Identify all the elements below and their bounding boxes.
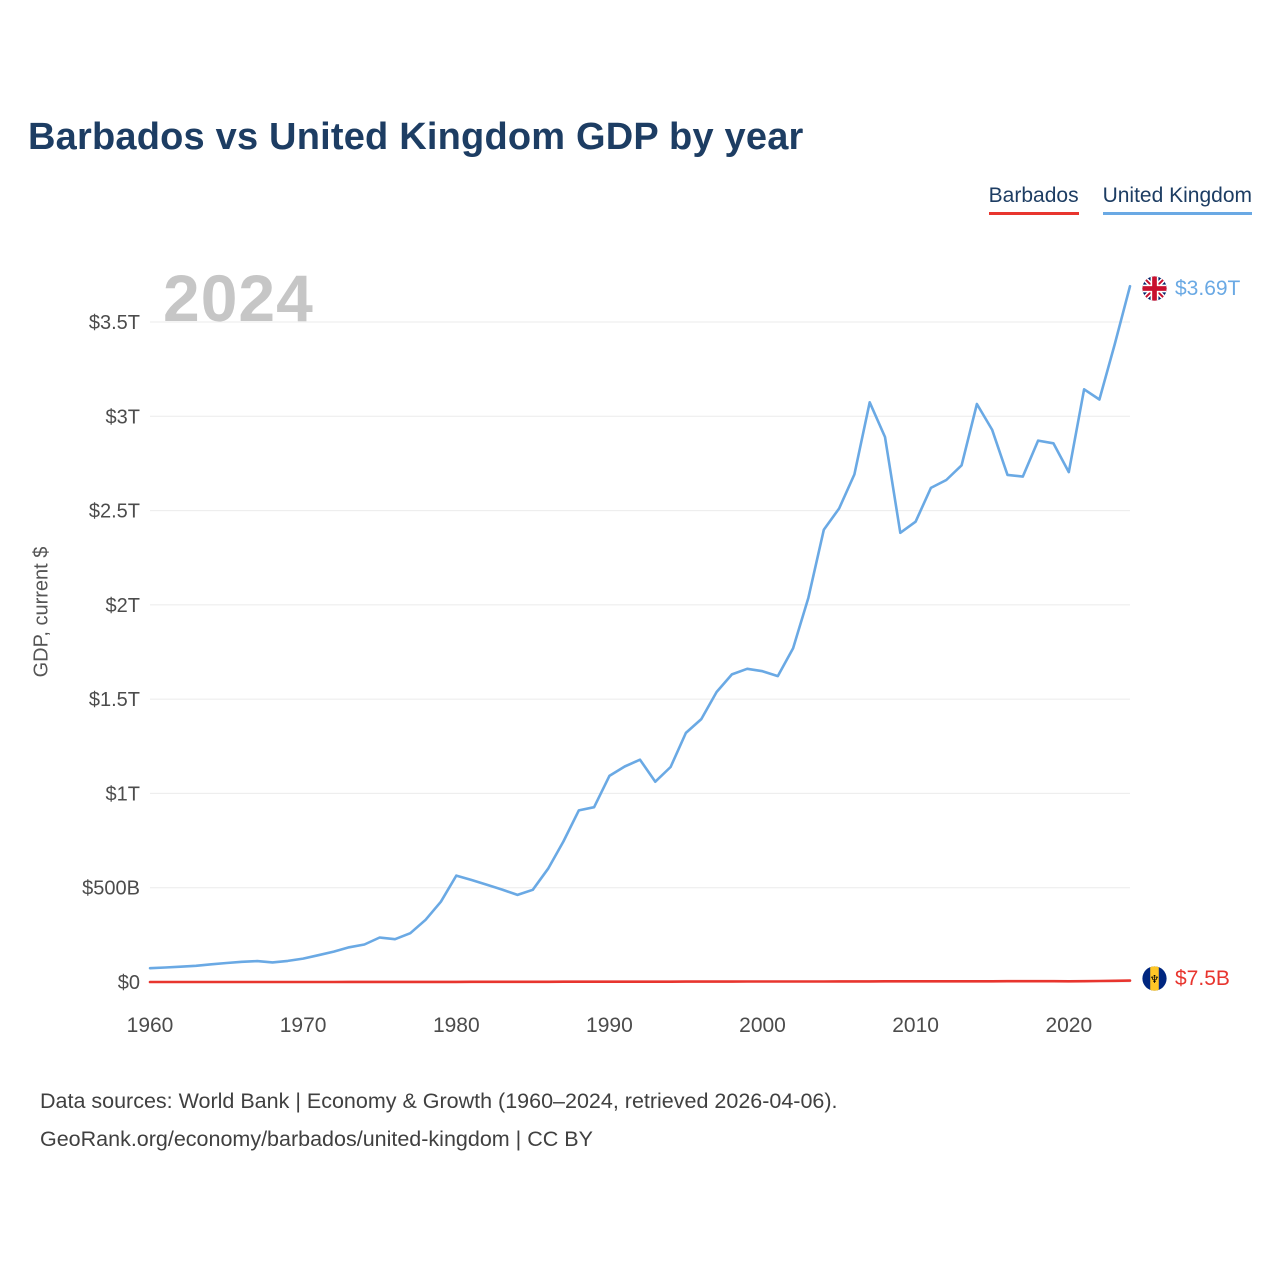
y-tick-label: $500B xyxy=(82,878,140,900)
legend-item-barbados[interactable]: Barbados xyxy=(988,184,1079,215)
x-tick-label: 1980 xyxy=(433,1014,480,1037)
legend-item-united-kingdom[interactable]: United Kingdom xyxy=(1102,184,1252,215)
barbados-flag-icon: ♆ xyxy=(1142,966,1167,991)
footer: Data sources: World Bank | Economy & Gro… xyxy=(40,1082,838,1158)
y-tick-label: $3T xyxy=(106,406,140,428)
x-tick-label: 1990 xyxy=(586,1014,633,1037)
uk-end-label: $3.69T xyxy=(1142,276,1240,301)
year-watermark: 2024 xyxy=(163,261,314,335)
uk-end-value: $3.69T xyxy=(1175,276,1241,300)
barbados-end-value: $7.5B xyxy=(1175,966,1230,990)
united-kingdom-line[interactable] xyxy=(148,284,1132,970)
svg-text:♆: ♆ xyxy=(1150,973,1160,986)
footer-data-sources: Data sources: World Bank | Economy & Gro… xyxy=(40,1089,838,1113)
barbados-end-label: ♆ $7.5B xyxy=(1142,966,1230,991)
y-tick-label: $0 xyxy=(118,972,140,994)
y-tick-label: $1.5T xyxy=(89,689,140,711)
y-tick-label: $2.5T xyxy=(89,501,140,523)
footer-attribution: GeoRank.org/economy/barbados/united-king… xyxy=(40,1127,593,1151)
x-tick-label: 1960 xyxy=(127,1014,174,1037)
y-tick-label: $2T xyxy=(106,595,140,617)
x-tick-label: 2020 xyxy=(1045,1014,1092,1037)
x-tick-label: 2010 xyxy=(892,1014,939,1037)
uk-flag-icon xyxy=(1142,276,1167,301)
legend: Barbados United Kingdom xyxy=(988,184,1252,215)
x-tick-label: 1970 xyxy=(280,1014,327,1037)
x-tick-label: 2000 xyxy=(739,1014,786,1037)
y-tick-label: $3.5T xyxy=(89,312,140,334)
y-tick-label: $1T xyxy=(106,783,140,805)
chart-title: Barbados vs United Kingdom GDP by year xyxy=(28,116,804,158)
barbados-line[interactable] xyxy=(148,979,1132,984)
